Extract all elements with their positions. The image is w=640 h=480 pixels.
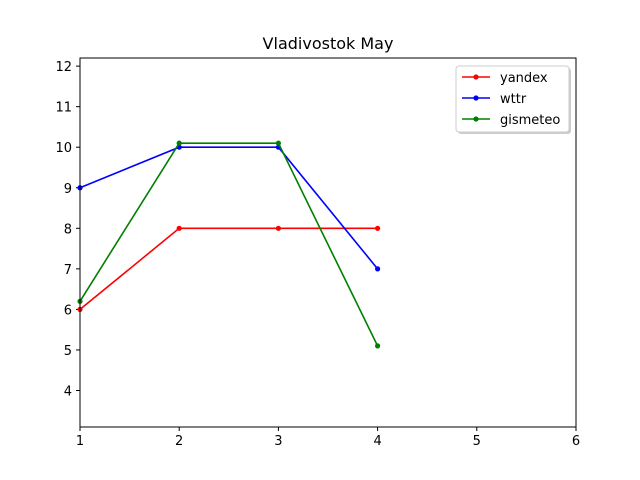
series-line-wttr (79, 146, 379, 270)
y-tick-label: 9 (64, 182, 72, 197)
y-axis: 4 5 6 7 8 9 10 11 12 (55, 60, 80, 400)
x-tick-label: 2 (175, 434, 183, 449)
legend: yandex wttr gismeteo (455, 65, 571, 134)
y-tick-label: 7 (64, 263, 72, 278)
y-tick-label: 4 (64, 385, 72, 400)
y-tick-label: 8 (64, 222, 72, 237)
data-point-yandex (375, 225, 381, 231)
series-line-gismeteo (79, 142, 379, 347)
x-tick-label: 3 (274, 434, 282, 449)
x-tick-label: 6 (572, 434, 580, 449)
x-tick-label: 4 (373, 434, 381, 449)
legend-marker-gismeteo (473, 116, 479, 122)
y-tick-label: 5 (64, 344, 72, 359)
data-point-gismeteo (375, 343, 381, 349)
y-tick-label: 6 (64, 303, 72, 318)
data-point-yandex (275, 225, 281, 231)
legend-label-yandex: yandex (500, 71, 548, 86)
x-tick-label: 5 (473, 434, 481, 449)
y-tick-label: 12 (55, 60, 72, 75)
data-point-gismeteo (275, 140, 281, 146)
y-tick-label: 11 (55, 101, 72, 116)
series-line-yandex (79, 227, 378, 311)
legend-marker-wttr (473, 95, 479, 101)
y-tick-label: 10 (55, 141, 72, 156)
legend-box (455, 65, 570, 133)
data-point-yandex (176, 225, 182, 231)
data-point-gismeteo (176, 140, 182, 146)
x-tick-label: 1 (76, 434, 84, 449)
legend-marker-yandex (473, 74, 479, 80)
plot-frame (79, 57, 577, 428)
data-point-wttr (375, 266, 381, 272)
x-axis: 1 2 3 4 5 6 (76, 427, 580, 449)
chart-title: Vladivostok May (263, 34, 394, 53)
legend-label-wttr: wttr (500, 92, 527, 107)
plot-series (77, 140, 381, 349)
legend-label-gismeteo: gismeteo (500, 113, 560, 128)
